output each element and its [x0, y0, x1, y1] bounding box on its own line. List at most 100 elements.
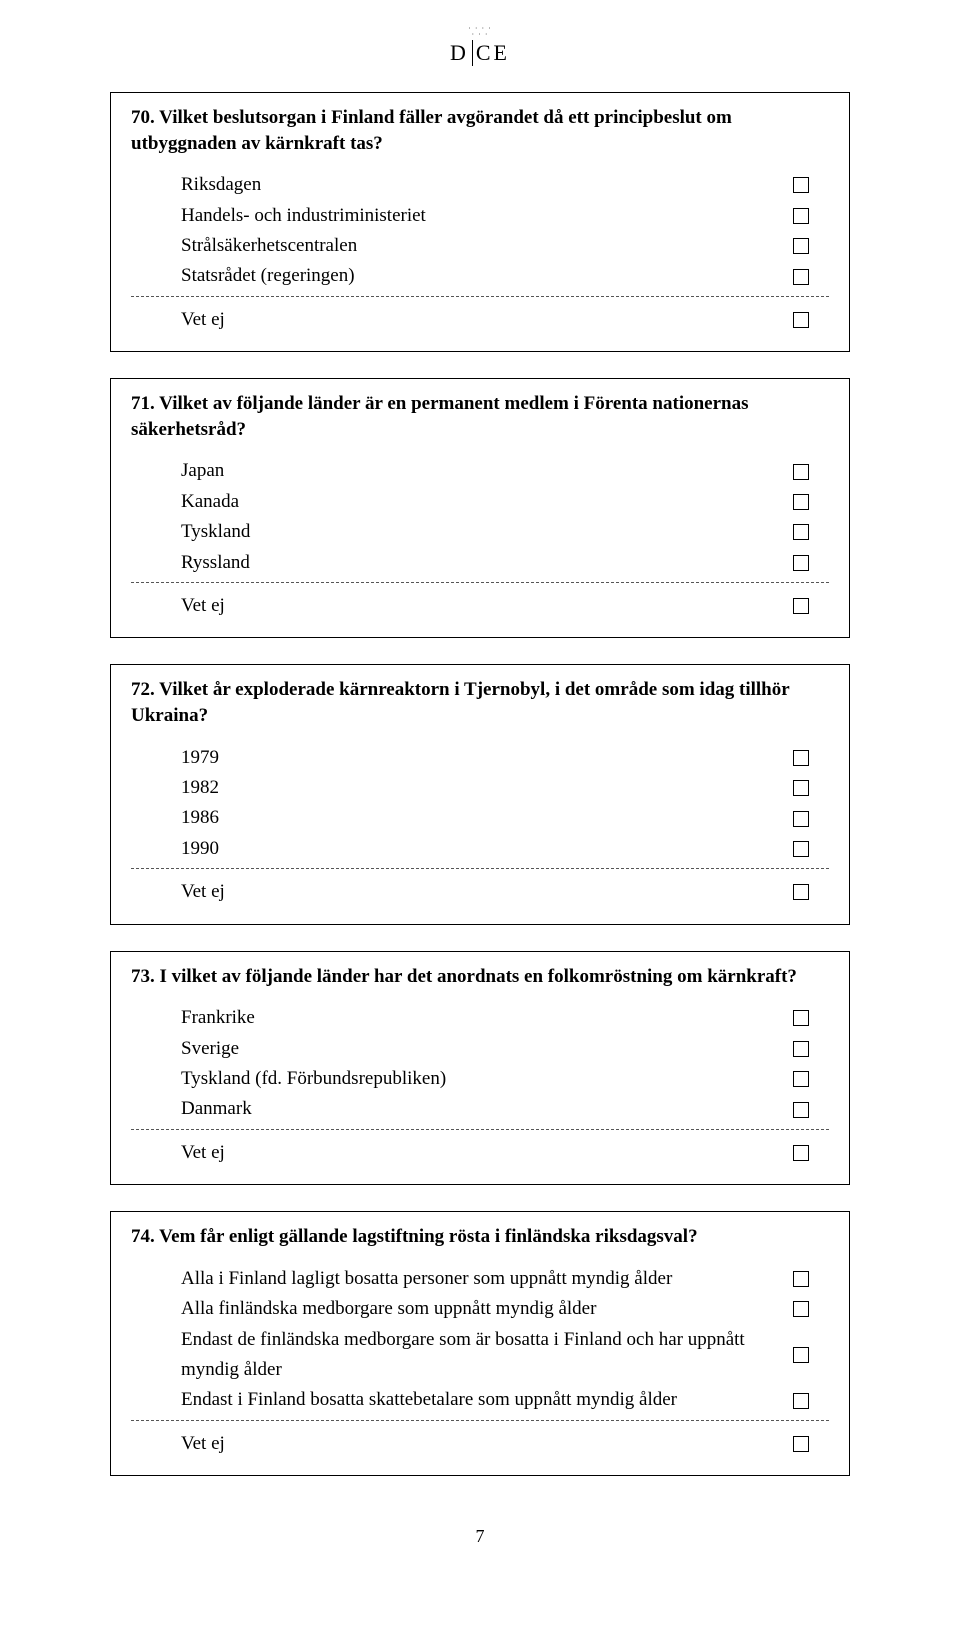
vetej-block: Vet ej	[131, 1427, 829, 1459]
vetej-row: Vet ej	[181, 1429, 829, 1459]
logo: · · · ·· · · DCE	[450, 40, 510, 68]
question-70: 70. Vilket beslutsorgan i Finland fäller…	[110, 92, 850, 352]
question-number: 70.	[131, 107, 155, 128]
option-label: Endast de finländska medborgare som är b…	[181, 1325, 793, 1386]
question-body: I vilket av följande länder har det anor…	[160, 966, 797, 987]
vetej-row: Vet ej	[181, 877, 829, 907]
checkbox[interactable]	[793, 208, 809, 224]
checkbox[interactable]	[793, 524, 809, 540]
question-number: 74.	[131, 1226, 155, 1247]
checkbox[interactable]	[793, 780, 809, 796]
option-label: Statsrådet (regeringen)	[181, 261, 793, 291]
option-label: Tyskland (fd. Förbundsrepubliken)	[181, 1064, 793, 1094]
checkbox[interactable]	[793, 494, 809, 510]
option-row: Tyskland (fd. Förbundsrepubliken)	[181, 1064, 829, 1094]
checkbox[interactable]	[793, 1393, 809, 1409]
option-row: Statsrådet (regeringen)	[181, 261, 829, 291]
option-row: Handels- och industriministeriet	[181, 201, 829, 231]
option-row: 1979	[181, 743, 829, 773]
option-label: Endast i Finland bosatta skattebetalare …	[181, 1385, 793, 1415]
option-row: Ryssland	[181, 548, 829, 578]
question-71: 71. Vilket av följande länder är en perm…	[110, 378, 850, 638]
option-row: 1982	[181, 773, 829, 803]
option-label: Frankrike	[181, 1003, 793, 1033]
checkbox[interactable]	[793, 555, 809, 571]
checkbox[interactable]	[793, 312, 809, 328]
checkbox[interactable]	[793, 1010, 809, 1026]
vetej-block: Vet ej	[131, 875, 829, 907]
option-row: Alla i Finland lagligt bosatta personer …	[181, 1264, 829, 1294]
question-text: 72. Vilket år exploderade kärnreaktorn i…	[131, 677, 829, 728]
checkbox[interactable]	[793, 177, 809, 193]
checkbox[interactable]	[793, 269, 809, 285]
question-text: 73. I vilket av följande länder har det …	[131, 964, 829, 990]
options-block: Riksdagen Handels- och industriministeri…	[131, 170, 829, 297]
checkbox[interactable]	[793, 1347, 809, 1363]
vetej-block: Vet ej	[131, 589, 829, 621]
option-row: Riksdagen	[181, 170, 829, 200]
logo-wrap: · · · ·· · · DCE	[110, 40, 850, 68]
options-block: 1979 1982 1986 1990	[131, 743, 829, 870]
vetej-label: Vet ej	[181, 591, 793, 621]
vetej-label: Vet ej	[181, 1138, 793, 1168]
question-number: 73.	[131, 966, 155, 987]
option-row: 1986	[181, 803, 829, 833]
option-row: Tyskland	[181, 517, 829, 547]
option-label: Japan	[181, 456, 793, 486]
question-73: 73. I vilket av följande länder har det …	[110, 951, 850, 1186]
option-label: Ryssland	[181, 548, 793, 578]
checkbox[interactable]	[793, 238, 809, 254]
option-row: Alla finländska medborgare som uppnått m…	[181, 1294, 829, 1324]
option-label: Alla finländska medborgare som uppnått m…	[181, 1294, 793, 1324]
checkbox[interactable]	[793, 884, 809, 900]
question-72: 72. Vilket år exploderade kärnreaktorn i…	[110, 664, 850, 924]
vetej-row: Vet ej	[181, 1138, 829, 1168]
checkbox[interactable]	[793, 1145, 809, 1161]
question-text: 70. Vilket beslutsorgan i Finland fäller…	[131, 105, 829, 156]
option-row: Frankrike	[181, 1003, 829, 1033]
vetej-row: Vet ej	[181, 305, 829, 335]
checkbox[interactable]	[793, 1041, 809, 1057]
option-label: Danmark	[181, 1094, 793, 1124]
checkbox[interactable]	[793, 1436, 809, 1452]
option-label: Alla i Finland lagligt bosatta personer …	[181, 1264, 793, 1294]
logo-right: CE	[476, 40, 510, 65]
checkbox[interactable]	[793, 1271, 809, 1287]
checkbox[interactable]	[793, 750, 809, 766]
option-row: Endast i Finland bosatta skattebetalare …	[181, 1385, 829, 1415]
checkbox[interactable]	[793, 1071, 809, 1087]
option-label: 1979	[181, 743, 793, 773]
option-row: Danmark	[181, 1094, 829, 1124]
options-block: Frankrike Sverige Tyskland (fd. Förbunds…	[131, 1003, 829, 1130]
page: · · · ·· · · D CE 70. Vilket beslutsorgan…	[0, 0, 960, 1587]
question-text: 74. Vem får enligt gällande lagstiftning…	[131, 1224, 829, 1250]
checkbox[interactable]	[793, 1301, 809, 1317]
checkbox[interactable]	[793, 598, 809, 614]
question-body: Vilket beslutsorgan i Finland fäller avg…	[131, 107, 732, 154]
question-body: Vilket år exploderade kärnreaktorn i Tje…	[131, 679, 789, 726]
question-74: 74. Vem får enligt gällande lagstiftning…	[110, 1211, 850, 1476]
logo-dots-icon: · · · ·· · ·	[468, 26, 492, 38]
option-row: 1990	[181, 834, 829, 864]
option-label: Riksdagen	[181, 170, 793, 200]
option-row: Strålsäkerhetscentralen	[181, 231, 829, 261]
logo-divider-icon	[472, 40, 473, 66]
logo-left: D	[450, 40, 469, 65]
vetej-block: Vet ej	[131, 1136, 829, 1168]
checkbox[interactable]	[793, 1102, 809, 1118]
option-row: Sverige	[181, 1034, 829, 1064]
question-body: Vem får enligt gällande lagstiftning rös…	[159, 1226, 697, 1247]
checkbox[interactable]	[793, 841, 809, 857]
options-block: Alla i Finland lagligt bosatta personer …	[131, 1264, 829, 1421]
checkbox[interactable]	[793, 811, 809, 827]
option-label: 1982	[181, 773, 793, 803]
option-label: Tyskland	[181, 517, 793, 547]
option-row: Japan	[181, 456, 829, 486]
question-body: Vilket av följande länder är en permanen…	[131, 393, 749, 440]
option-row: Endast de finländska medborgare som är b…	[181, 1325, 829, 1386]
page-number: 7	[110, 1526, 850, 1547]
checkbox[interactable]	[793, 464, 809, 480]
options-block: Japan Kanada Tyskland Ryssland	[131, 456, 829, 583]
option-label: 1986	[181, 803, 793, 833]
vetej-row: Vet ej	[181, 591, 829, 621]
